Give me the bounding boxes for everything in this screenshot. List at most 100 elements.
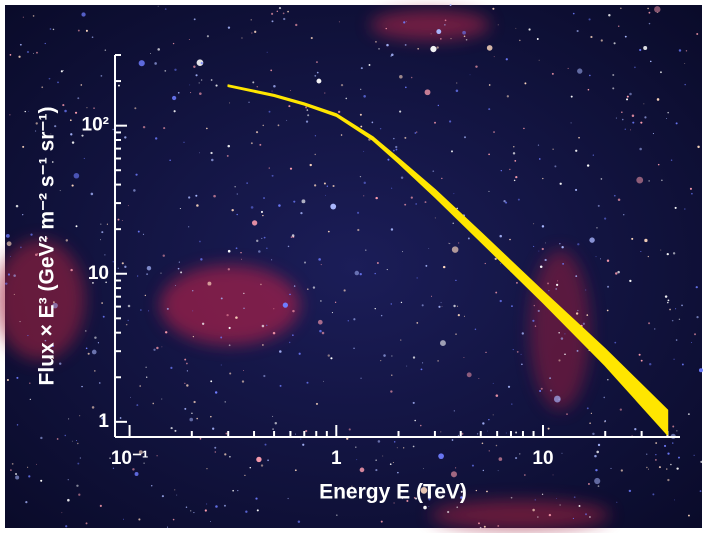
star — [163, 255, 165, 257]
star — [315, 154, 316, 155]
star — [524, 474, 526, 476]
star — [464, 357, 465, 358]
star — [423, 506, 427, 510]
star — [448, 243, 449, 244]
star — [493, 414, 494, 415]
star — [667, 112, 669, 114]
star — [436, 29, 441, 34]
star — [65, 435, 66, 436]
star — [658, 164, 660, 166]
star — [206, 504, 207, 505]
star — [612, 74, 614, 76]
star — [545, 259, 547, 261]
star — [632, 122, 634, 124]
star — [211, 159, 214, 162]
star — [694, 333, 696, 335]
star — [262, 215, 263, 216]
star — [681, 305, 683, 307]
star — [467, 372, 472, 377]
star — [539, 390, 541, 392]
star — [478, 522, 480, 524]
star — [199, 241, 201, 243]
star — [688, 515, 690, 517]
star — [311, 37, 313, 39]
star — [688, 413, 690, 415]
star — [405, 44, 407, 46]
star — [495, 292, 497, 294]
star — [577, 350, 579, 352]
star — [571, 122, 572, 123]
star — [669, 309, 671, 311]
star — [372, 122, 374, 124]
star — [328, 231, 330, 233]
star — [440, 431, 441, 432]
star — [533, 223, 534, 224]
star — [629, 93, 632, 96]
star — [488, 153, 490, 155]
star — [640, 251, 641, 252]
star — [262, 344, 264, 346]
star — [302, 444, 304, 446]
star — [229, 372, 231, 374]
star — [488, 419, 489, 420]
star — [437, 360, 439, 362]
star — [485, 352, 486, 353]
star — [561, 337, 563, 339]
star — [394, 441, 395, 442]
y-tick-label: 10² — [82, 115, 109, 136]
star — [288, 246, 290, 248]
background — [5, 5, 702, 528]
star — [292, 310, 294, 312]
star — [492, 8, 494, 10]
star — [93, 107, 95, 109]
star — [94, 370, 96, 372]
star — [515, 457, 517, 459]
star — [307, 114, 309, 116]
star — [434, 122, 436, 124]
star — [596, 451, 599, 454]
star — [242, 380, 244, 382]
star — [660, 250, 661, 251]
star — [415, 132, 417, 134]
star — [10, 54, 12, 56]
star — [629, 490, 631, 492]
star — [620, 408, 622, 410]
star — [487, 431, 488, 432]
star — [13, 274, 16, 277]
star — [381, 315, 382, 316]
star — [636, 177, 643, 184]
star — [146, 377, 147, 378]
star — [406, 21, 407, 22]
star — [257, 509, 259, 511]
star — [314, 75, 316, 77]
star — [516, 282, 518, 284]
star — [652, 493, 654, 495]
star — [165, 8, 167, 10]
star — [401, 302, 402, 303]
star — [244, 475, 245, 476]
star — [501, 170, 502, 171]
star — [411, 197, 413, 199]
star — [324, 182, 326, 184]
star — [189, 418, 193, 422]
star — [593, 154, 594, 155]
star — [145, 367, 146, 368]
star — [99, 382, 101, 384]
star — [618, 26, 619, 27]
star — [251, 206, 254, 209]
star — [272, 91, 273, 92]
star — [199, 82, 200, 83]
star — [353, 318, 355, 320]
star — [225, 433, 227, 435]
star — [228, 250, 231, 253]
star — [201, 62, 203, 64]
star — [399, 75, 403, 79]
star — [493, 131, 495, 133]
star — [522, 332, 524, 334]
star — [438, 105, 439, 106]
star — [515, 28, 516, 29]
star — [532, 320, 534, 322]
star — [79, 415, 80, 416]
star — [535, 325, 536, 326]
star — [515, 176, 517, 178]
